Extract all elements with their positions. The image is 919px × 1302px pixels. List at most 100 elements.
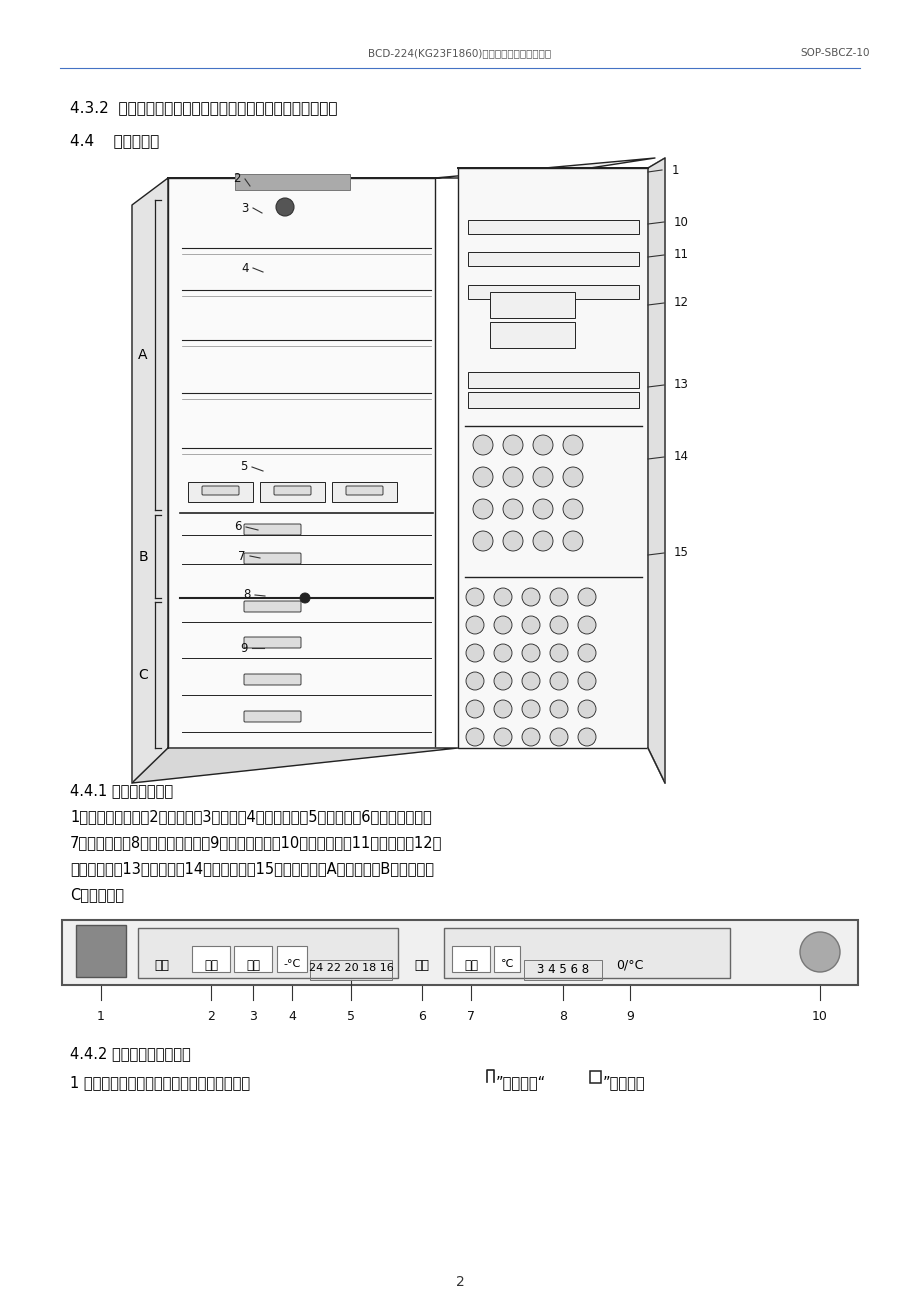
Circle shape (466, 672, 483, 690)
Circle shape (550, 644, 567, 661)
Circle shape (562, 531, 583, 551)
Text: A: A (138, 348, 148, 362)
Circle shape (800, 932, 839, 973)
Circle shape (494, 644, 512, 661)
Circle shape (550, 616, 567, 634)
Circle shape (466, 616, 483, 634)
FancyBboxPatch shape (244, 674, 301, 685)
Polygon shape (168, 158, 654, 178)
Polygon shape (131, 178, 168, 783)
Circle shape (532, 499, 552, 519)
Text: 奶酪盒瓶架；13、大瓶架；14、变温室门；15、冷冻室门；A、冷藏室；B、变温室；: 奶酪盒瓶架；13、大瓶架；14、变温室门；15、冷冻室门；A、冷藏室；B、变温室… (70, 861, 434, 876)
Text: 2: 2 (455, 1275, 464, 1289)
Bar (524, 960, 601, 980)
Circle shape (532, 531, 552, 551)
Circle shape (577, 728, 596, 746)
Text: 4.4.2 控制面板功能说明：: 4.4.2 控制面板功能说明： (70, 1046, 190, 1061)
Text: 报警: 报警 (204, 960, 218, 973)
Circle shape (276, 198, 294, 216)
Text: 12: 12 (674, 297, 688, 310)
Text: 7: 7 (467, 1010, 474, 1023)
Circle shape (577, 644, 596, 661)
Circle shape (577, 589, 596, 605)
Circle shape (503, 531, 522, 551)
Polygon shape (647, 749, 664, 783)
Bar (260, 482, 324, 503)
Circle shape (521, 644, 539, 661)
Text: 4.4.1 冰箱部件说明：: 4.4.1 冰箱部件说明： (70, 783, 173, 798)
Circle shape (532, 467, 552, 487)
Text: 3: 3 (241, 202, 248, 215)
Circle shape (577, 616, 596, 634)
Bar (494, 947, 519, 973)
Text: 7: 7 (238, 549, 245, 562)
Text: 4: 4 (288, 1010, 296, 1023)
Circle shape (494, 616, 512, 634)
Text: ”表示关。: ”表示关。 (602, 1075, 645, 1090)
Bar (468, 372, 639, 388)
Polygon shape (458, 158, 664, 168)
Bar (458, 168, 647, 749)
FancyBboxPatch shape (244, 553, 301, 564)
Circle shape (472, 531, 493, 551)
Circle shape (521, 728, 539, 746)
Bar (332, 482, 397, 503)
Text: 1: 1 (671, 164, 679, 177)
Bar (62, 921, 857, 986)
Text: 0/°C: 0/°C (616, 960, 643, 973)
Text: ”表示开，“: ”表示开，“ (495, 1075, 546, 1090)
Bar (490, 322, 574, 348)
Text: 14: 14 (674, 450, 688, 464)
Circle shape (472, 435, 493, 454)
Text: 6: 6 (417, 1010, 425, 1023)
Bar (233, 947, 272, 973)
FancyBboxPatch shape (244, 523, 301, 535)
Bar (234, 174, 349, 190)
Circle shape (550, 589, 567, 605)
FancyBboxPatch shape (274, 486, 311, 495)
Circle shape (494, 728, 512, 746)
Text: C: C (138, 668, 148, 682)
Text: 2: 2 (207, 1010, 215, 1023)
Text: 1、箱内控制按鈕；2、照明灯；3、风扇；4、玻璃搞盘；5、果菜盒；6、变温室抽屉；: 1、箱内控制按鈕；2、照明灯；3、风扇；4、玻璃搞盘；5、果菜盒；6、变温室抽屉… (70, 809, 431, 824)
FancyBboxPatch shape (202, 486, 239, 495)
Text: -°C: -°C (283, 960, 301, 969)
Bar (187, 482, 253, 503)
Bar (468, 392, 639, 408)
Circle shape (466, 700, 483, 717)
Bar (277, 947, 307, 973)
Circle shape (562, 467, 583, 487)
Circle shape (521, 616, 539, 634)
Circle shape (494, 672, 512, 690)
Bar (451, 947, 490, 973)
Polygon shape (131, 749, 458, 783)
Text: 4: 4 (241, 262, 248, 275)
Circle shape (521, 700, 539, 717)
Bar (490, 292, 574, 318)
Circle shape (503, 467, 522, 487)
Circle shape (577, 672, 596, 690)
Text: 8: 8 (243, 589, 250, 602)
Circle shape (532, 435, 552, 454)
Bar (192, 947, 230, 973)
Bar (168, 178, 435, 749)
Bar (468, 253, 639, 266)
FancyBboxPatch shape (244, 711, 301, 723)
Circle shape (550, 700, 567, 717)
Circle shape (300, 592, 310, 603)
Text: 10: 10 (674, 216, 688, 228)
Circle shape (562, 435, 583, 454)
Polygon shape (647, 158, 664, 783)
Text: SOP-SBCZ-10: SOP-SBCZ-10 (800, 48, 868, 59)
Text: 11: 11 (674, 249, 688, 262)
Text: B: B (138, 549, 148, 564)
Bar (468, 285, 639, 299)
Text: 24 22 20 18 16: 24 22 20 18 16 (308, 963, 393, 973)
Text: 10: 10 (811, 1010, 827, 1023)
Bar (76, 924, 126, 976)
Text: 3: 3 (249, 1010, 256, 1023)
Text: 6: 6 (234, 521, 242, 534)
Circle shape (521, 672, 539, 690)
Circle shape (562, 499, 583, 519)
Circle shape (521, 589, 539, 605)
